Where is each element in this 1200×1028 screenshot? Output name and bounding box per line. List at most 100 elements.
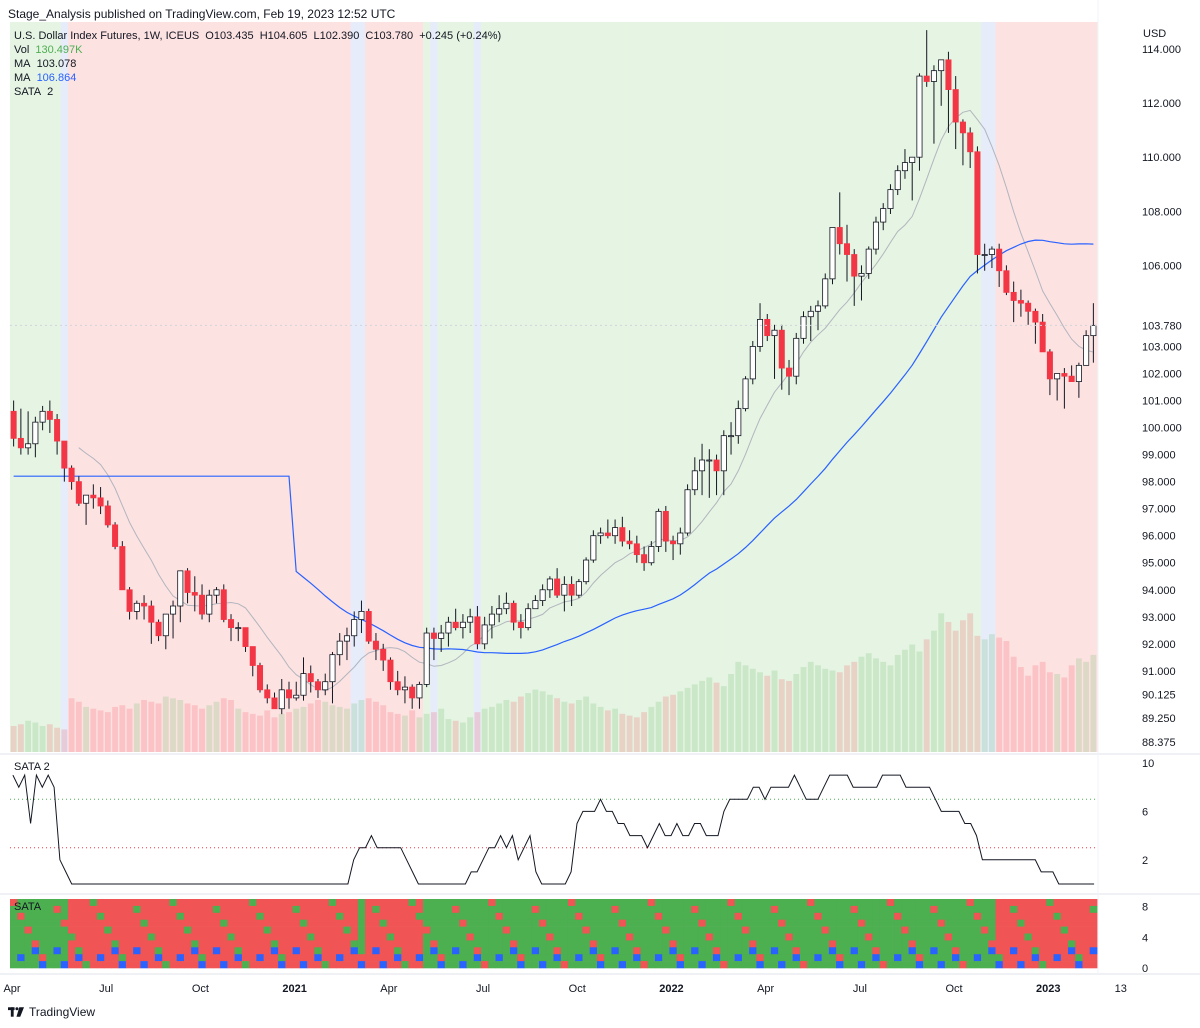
candle-body[interactable] — [162, 613, 169, 637]
candle-body[interactable] — [1054, 373, 1061, 380]
candle-body[interactable] — [909, 156, 916, 163]
candle-body[interactable] — [546, 578, 553, 591]
candle-body[interactable] — [996, 248, 1003, 272]
candle-body[interactable] — [662, 510, 669, 542]
candle-body[interactable] — [880, 208, 887, 223]
candle-body[interactable] — [583, 559, 590, 583]
candle-body[interactable] — [894, 170, 901, 191]
candle-body[interactable] — [206, 594, 213, 615]
candle-body[interactable] — [314, 681, 321, 691]
candle-body[interactable] — [612, 527, 619, 537]
candle-body[interactable] — [452, 621, 459, 629]
candle-body[interactable] — [61, 440, 68, 469]
candle-body[interactable] — [952, 89, 959, 123]
candle-body[interactable] — [358, 611, 365, 620]
candle-body[interactable] — [68, 467, 75, 483]
candle-body[interactable] — [155, 621, 162, 637]
candle-body[interactable] — [713, 459, 720, 472]
candle-body[interactable] — [807, 310, 814, 318]
candle-body[interactable] — [307, 673, 314, 683]
candle-body[interactable] — [959, 121, 966, 134]
candle-body[interactable] — [285, 689, 293, 699]
candle-body[interactable] — [46, 410, 53, 420]
candle-body[interactable] — [75, 481, 82, 504]
candle-body[interactable] — [177, 570, 184, 607]
candle-body[interactable] — [343, 635, 350, 642]
candle-body[interactable] — [148, 605, 155, 623]
candle-body[interactable] — [184, 570, 191, 593]
candle-body[interactable] — [749, 346, 756, 380]
candle-body[interactable] — [793, 337, 800, 377]
candle-body[interactable] — [858, 273, 865, 277]
candle-body[interactable] — [901, 162, 908, 172]
candle-body[interactable] — [1003, 270, 1010, 293]
candle-body[interactable] — [699, 459, 706, 472]
candle-body[interactable] — [141, 602, 148, 607]
candle-body[interactable] — [1046, 351, 1053, 380]
candle-body[interactable] — [851, 254, 858, 277]
candle-body[interactable] — [416, 684, 423, 699]
candle-body[interactable] — [532, 600, 539, 610]
candle-body[interactable] — [590, 535, 597, 561]
candle-body[interactable] — [503, 602, 510, 610]
candle-body[interactable] — [561, 583, 568, 596]
candle-body[interactable] — [278, 689, 285, 710]
candle-body[interactable] — [1090, 324, 1097, 337]
candle-body[interactable] — [626, 540, 633, 545]
candle-body[interactable] — [510, 602, 517, 623]
candle-body[interactable] — [938, 59, 945, 72]
candle-body[interactable] — [735, 408, 742, 437]
candle-body[interactable] — [648, 546, 655, 564]
candle-body[interactable] — [720, 435, 727, 472]
ma2-legend[interactable]: MA 106.864 — [14, 71, 79, 85]
candle-body[interactable] — [728, 435, 735, 438]
candle-body[interactable] — [1010, 291, 1017, 301]
candle-body[interactable] — [409, 686, 416, 699]
candle-body[interactable] — [112, 524, 119, 547]
candle-body[interactable] — [525, 608, 532, 629]
candle-body[interactable] — [394, 681, 401, 691]
candle-body[interactable] — [1075, 364, 1082, 382]
candle-body[interactable] — [887, 189, 894, 209]
candle-body[interactable] — [213, 589, 220, 596]
candle-body[interactable] — [742, 378, 749, 410]
candle-body[interactable] — [257, 665, 264, 691]
candle-body[interactable] — [771, 329, 778, 337]
candle-body[interactable] — [800, 316, 807, 339]
candle-body[interactable] — [691, 470, 698, 491]
candle-body[interactable] — [967, 132, 974, 153]
candle-body[interactable] — [445, 621, 452, 634]
candle-body[interactable] — [539, 589, 546, 601]
candle-body[interactable] — [300, 673, 307, 696]
candle-body[interactable] — [126, 589, 133, 612]
candle-body[interactable] — [242, 627, 249, 647]
candle-body[interactable] — [923, 75, 930, 82]
candle-body[interactable] — [293, 694, 300, 699]
candle-body[interactable] — [670, 540, 677, 545]
candle-body[interactable] — [322, 681, 329, 691]
candle-body[interactable] — [575, 581, 582, 596]
candle-body[interactable] — [104, 505, 111, 526]
candle-body[interactable] — [684, 489, 691, 534]
candle-body[interactable] — [32, 421, 39, 445]
candle-body[interactable] — [83, 494, 90, 504]
candle-body[interactable] — [568, 583, 575, 596]
candle-body[interactable] — [1032, 310, 1039, 323]
candle-body[interactable] — [1068, 375, 1075, 382]
candle-body[interactable] — [829, 227, 836, 280]
candle-body[interactable] — [39, 410, 46, 423]
candle-body[interactable] — [54, 419, 61, 442]
candle-body[interactable] — [474, 616, 481, 645]
candle-body[interactable] — [974, 151, 981, 255]
candle-body[interactable] — [271, 697, 278, 710]
candle-body[interactable] — [372, 640, 379, 650]
candle-body[interactable] — [423, 632, 430, 685]
candle-body[interactable] — [1039, 321, 1046, 353]
candle-body[interactable] — [981, 254, 988, 256]
heat-pane-label[interactable]: SATA — [14, 901, 42, 913]
candle-body[interactable] — [1061, 373, 1068, 377]
candle-body[interactable] — [17, 437, 24, 449]
candle-body[interactable] — [488, 613, 495, 626]
candle-body[interactable] — [786, 367, 793, 377]
